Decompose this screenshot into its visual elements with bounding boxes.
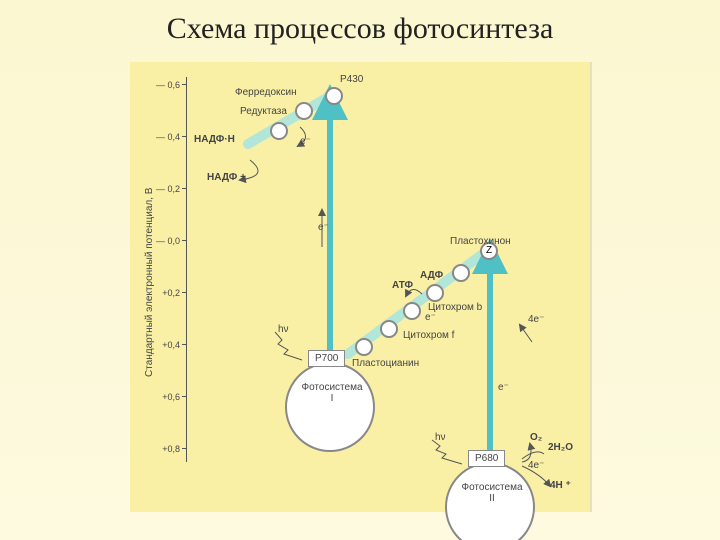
label-cytochrome-b: Цитохром b [428, 302, 482, 313]
label-plastocyanin: Пластоцианин [352, 358, 419, 369]
node-p430 [325, 87, 343, 105]
axis-tick-mark [182, 84, 186, 85]
label-hv-2: hν [435, 432, 446, 443]
axis-tick-mark [182, 344, 186, 345]
node-reductase [270, 122, 288, 140]
axis-tick-mark [182, 448, 186, 449]
axis-tick: +0,6 [140, 392, 180, 402]
axis-tick-mark [182, 396, 186, 397]
label-electron-1: e⁻ [300, 136, 311, 147]
label-hv-1: hν [278, 324, 289, 335]
p680-box: P680 [468, 450, 505, 467]
label-4h-plus: 4H ⁺ [550, 480, 571, 491]
label-ferredoxin: Ферредоксин [235, 87, 297, 98]
node-cytochrome-f [380, 320, 398, 338]
y-axis-label: Стандартный электронный потенциал, В [144, 188, 155, 377]
axis-tick-mark [182, 240, 186, 241]
axis-tick-mark [182, 188, 186, 189]
node-cytochrome-b [403, 302, 421, 320]
label-o2: O₂ [530, 432, 542, 443]
diagram-edges [130, 62, 590, 512]
node-plastoquinone [452, 264, 470, 282]
p700-box: P700 [308, 350, 345, 367]
photosystem-2-label: Фотосистема II [459, 482, 525, 504]
slide-title: Схема процессов фотосинтеза [0, 12, 720, 46]
photosynthesis-diagram: — 0,6 — 0,4 — 0,2 — 0,0 +0,2 +0,4 +0,6 +… [130, 62, 592, 512]
y-axis-line [186, 77, 187, 462]
axis-tick-mark [182, 136, 186, 137]
label-electron-3: e⁻ [425, 312, 436, 323]
axis-tick: +0,8 [140, 444, 180, 454]
label-4e-top: 4e⁻ [528, 314, 544, 325]
label-electron-2: e⁻ [318, 222, 329, 233]
label-nadph: НАДФ·H [194, 134, 235, 145]
axis-tick: — 0,6 [140, 80, 180, 90]
axis-tick-mark [182, 292, 186, 293]
label-4e-bottom: 4e⁻ [528, 460, 544, 471]
label-p430: P430 [340, 74, 363, 85]
node-photosystem-1: Фотосистема I [285, 362, 375, 452]
node-ferredoxin [295, 102, 313, 120]
label-electron-4: e⁻ [498, 382, 509, 393]
node-photosystem-2: Фотосистема II [445, 462, 535, 540]
label-plastoquinone: Пластохинон [450, 236, 511, 247]
axis-tick: — 0,4 [140, 132, 180, 142]
label-2h2o: 2H₂O [548, 442, 573, 453]
label-adp: АДФ [420, 270, 443, 281]
label-reductase: Редуктаза [240, 106, 287, 117]
slide: Схема процессов фотосинтеза — 0,6 — 0,4 … [0, 0, 720, 540]
node-intermediate [426, 284, 444, 302]
label-cytochrome-f: Цитохром f [403, 330, 454, 341]
label-atp: АТФ [392, 280, 413, 291]
node-plastocyanin [355, 338, 373, 356]
label-nadp-plus: НАДФ + [207, 172, 246, 183]
photosystem-1-label: Фотосистема I [299, 382, 365, 404]
